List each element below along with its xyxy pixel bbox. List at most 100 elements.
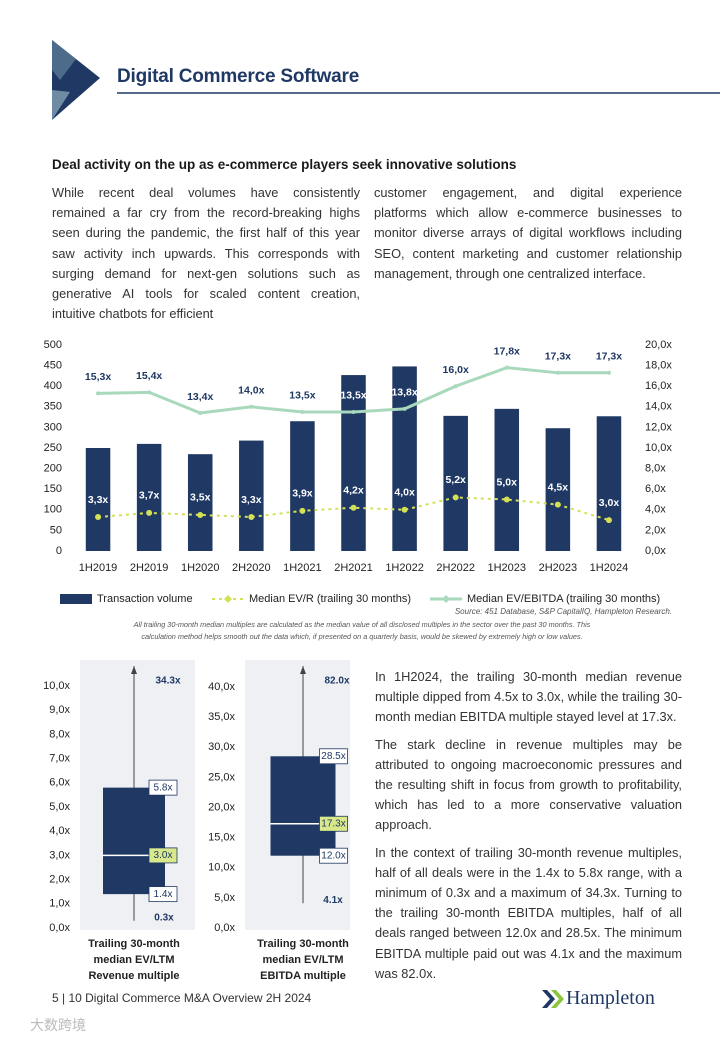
legend-marker bbox=[224, 595, 232, 603]
y2-tick-label: 4,0x bbox=[645, 504, 666, 516]
line-point bbox=[197, 511, 204, 518]
line-point bbox=[146, 509, 153, 516]
x-tick-label: 2H2023 bbox=[539, 562, 578, 574]
line-point bbox=[300, 409, 305, 414]
data-label: 5,2x bbox=[445, 474, 466, 486]
caption: Trailing 30-month bbox=[88, 938, 180, 950]
y-tick-label: 0,0x bbox=[214, 922, 235, 934]
line-point bbox=[555, 370, 560, 375]
data-label: 13,5x bbox=[289, 390, 315, 402]
y-tick-label: 10,0x bbox=[208, 862, 235, 874]
bar bbox=[187, 454, 213, 551]
value-label: 28.5x bbox=[321, 751, 345, 762]
header-icon-shade bbox=[52, 90, 70, 120]
bar bbox=[341, 375, 366, 551]
data-label: 17,8x bbox=[494, 345, 520, 357]
footnote: All trailing 30-month median multiples a… bbox=[133, 620, 591, 629]
y-tick-label: 6,0x bbox=[49, 777, 70, 789]
caption: median EV/LTM bbox=[262, 954, 343, 966]
data-label: 4,2x bbox=[343, 485, 364, 497]
bar bbox=[85, 448, 111, 551]
y2-tick-label: 12,0x bbox=[645, 421, 672, 433]
legend-label: Median EV/EBITDA (trailing 30 months) bbox=[467, 593, 660, 605]
value-label: 34.3x bbox=[155, 676, 180, 687]
line-point bbox=[198, 410, 203, 415]
y-tick-label: 1,0x bbox=[49, 898, 70, 910]
y2-tick-label: 6,0x bbox=[645, 483, 666, 495]
logo-icon bbox=[542, 990, 555, 1008]
source: Source: 451 Database, S&P CapitalIQ, Ham… bbox=[455, 607, 672, 616]
value-label: 5.8x bbox=[154, 782, 173, 793]
page-footer: 5 | 10 Digital Commerce M&A Overview 2H … bbox=[52, 991, 312, 1005]
data-label: 5,0x bbox=[497, 476, 518, 488]
value-label: 4.1x bbox=[323, 895, 343, 906]
x-tick-label: 1H2022 bbox=[385, 562, 424, 574]
line-point bbox=[95, 514, 102, 521]
bar bbox=[290, 421, 315, 551]
data-label: 3,9x bbox=[292, 488, 313, 500]
bar bbox=[443, 415, 468, 551]
intro-column: customer engagement, and digital experie… bbox=[374, 185, 682, 281]
data-label: 4,5x bbox=[548, 481, 569, 493]
whisker-arrow bbox=[131, 666, 137, 674]
data-label: 3,3x bbox=[88, 494, 109, 506]
bar bbox=[596, 416, 622, 551]
y-tick-label: 9,0x bbox=[49, 704, 70, 716]
legend-marker bbox=[442, 595, 450, 603]
y2-tick-label: 16,0x bbox=[645, 380, 672, 392]
y-tick-label: 5,0x bbox=[214, 892, 235, 904]
data-label: 13,5x bbox=[340, 390, 366, 402]
line-point bbox=[401, 506, 408, 513]
intro-column: While recent deal volumes have consisten… bbox=[52, 185, 360, 322]
box bbox=[103, 787, 165, 895]
whisker-arrow bbox=[300, 666, 306, 674]
body-text: In 1H2024, the trailing 30-month median … bbox=[375, 667, 682, 991]
y-tick-label: 8,0x bbox=[49, 728, 70, 740]
y2-tick-label: 20,0x bbox=[645, 339, 672, 351]
y2-tick-label: 14,0x bbox=[645, 401, 672, 413]
bar bbox=[136, 443, 162, 551]
value-label: 1.4x bbox=[154, 889, 173, 900]
label-box bbox=[148, 847, 178, 864]
bar bbox=[239, 440, 264, 551]
y2-tick-label: 0,0x bbox=[645, 545, 666, 557]
y2-tick-label: 2,0x bbox=[645, 524, 666, 536]
y-tick-label: 40,0x bbox=[208, 681, 235, 693]
y-tick-label: 30,0x bbox=[208, 741, 235, 753]
data-label: 3,7x bbox=[139, 490, 160, 502]
data-label: 14,0x bbox=[238, 385, 264, 397]
bar bbox=[494, 408, 520, 551]
data-label: 17,3x bbox=[596, 351, 622, 363]
y-tick-label: 2,0x bbox=[49, 874, 70, 886]
line-point bbox=[402, 406, 407, 411]
line-point bbox=[248, 514, 255, 521]
paragraph: The stark decline in revenue multiples m… bbox=[375, 736, 682, 833]
y2-tick-label: 18,0x bbox=[645, 360, 672, 372]
y-tick-label: 7,0x bbox=[49, 753, 70, 765]
y-tick-label: 4,0x bbox=[49, 825, 70, 837]
data-label: 3,0x bbox=[599, 497, 620, 509]
logo-text: Hampleton bbox=[566, 987, 655, 1009]
y-tick-label: 3,0x bbox=[49, 849, 70, 861]
label-box bbox=[148, 779, 178, 796]
label-box bbox=[148, 886, 178, 903]
data-label: 15,4x bbox=[136, 370, 162, 382]
y-tick-label: 100 bbox=[44, 504, 62, 516]
bar bbox=[545, 428, 571, 551]
caption: Trailing 30-month bbox=[257, 938, 349, 950]
label-box bbox=[319, 847, 348, 864]
value-label: 17.3x bbox=[321, 818, 345, 829]
line-point bbox=[249, 404, 254, 409]
x-tick-label: 1H2019 bbox=[79, 562, 118, 574]
value-label: 3.0x bbox=[154, 850, 173, 861]
y-tick-label: 50 bbox=[50, 524, 62, 536]
header-icon-shade bbox=[52, 40, 76, 80]
line-point bbox=[147, 390, 152, 395]
y-tick-label: 250 bbox=[44, 442, 62, 454]
paragraph: In the context of trailing 30-month reve… bbox=[375, 844, 682, 981]
data-label: 3,5x bbox=[190, 492, 211, 504]
x-tick-label: 1H2020 bbox=[181, 562, 220, 574]
y2-tick-label: 10,0x bbox=[645, 442, 672, 454]
